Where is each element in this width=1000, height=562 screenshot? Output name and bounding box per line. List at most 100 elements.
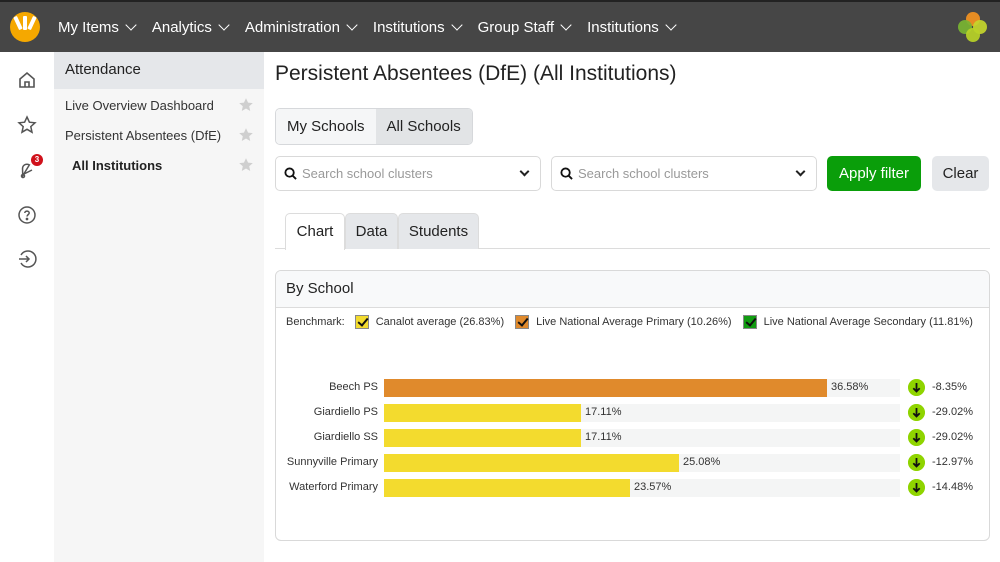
sidebar-item-label: Persistent Absentees (DfE): [65, 127, 222, 143]
help-icon[interactable]: [17, 205, 37, 225]
difference-value: -12.97%: [932, 456, 973, 468]
chart-row: Waterford Primary 23.57% -14.48%: [276, 479, 989, 497]
school-name: Giardiello SS: [313, 431, 378, 443]
sidebar-item-label: Live Overview Dashboard: [65, 97, 214, 113]
bar[interactable]: [384, 404, 581, 422]
bar[interactable]: [384, 429, 581, 447]
nav-analytics[interactable]: Analytics: [151, 18, 230, 36]
search-icon: [560, 167, 573, 180]
by-school-panel: By School Benchmark: Canalot average (26…: [275, 270, 990, 541]
chevron-down-icon[interactable]: [795, 166, 806, 177]
nav-label: Analytics: [151, 18, 212, 36]
tab-data[interactable]: Data: [345, 213, 398, 249]
logout-icon[interactable]: [17, 249, 37, 269]
page-title: Persistent Absentees (DfE) (All Institut…: [275, 62, 677, 85]
bar[interactable]: [384, 479, 630, 497]
benchmark-text: Live National Average Secondary (11.81%): [763, 316, 973, 328]
benchmark-text: Live National Average Primary (10.26%): [536, 316, 732, 328]
arrow-down-icon: [908, 479, 925, 496]
bar-value: 36.58%: [831, 381, 869, 393]
nav-label: Administration: [244, 18, 340, 36]
benchmark-legend: Benchmark: Canalot average (26.83%) Live…: [276, 308, 989, 336]
arrow-down-icon: [908, 454, 925, 471]
bar-track: 17.11%: [384, 404, 900, 422]
benchmark-text: Canalot average (26.83%): [375, 316, 505, 328]
bar-value: 17.11%: [585, 406, 622, 418]
notification-badge: 3: [31, 154, 43, 166]
difference-value: -29.02%: [932, 406, 973, 418]
sidebar-heading: Attendance: [54, 52, 264, 89]
difference-value: -14.48%: [932, 481, 973, 493]
bar-track: 36.58%: [384, 379, 900, 397]
nav-label: My Items: [58, 18, 119, 36]
chevron-down-icon[interactable]: [519, 166, 530, 177]
arrow-down-icon: [908, 429, 925, 446]
apply-filter-button[interactable]: Apply filter: [827, 156, 921, 191]
arrow-down-icon: [908, 379, 925, 396]
bar[interactable]: [384, 454, 679, 472]
arrow-down-icon: [908, 404, 925, 421]
bar-value: 23.57%: [634, 481, 672, 493]
home-icon[interactable]: [17, 70, 37, 90]
difference-value: -8.35%: [932, 381, 967, 393]
sidebar: Attendance Live Overview Dashboard Persi…: [54, 52, 264, 562]
star-icon[interactable]: [238, 97, 254, 113]
school-name: Waterford Primary: [289, 481, 378, 493]
app-logo[interactable]: [10, 12, 40, 42]
chevron-down-icon: [560, 19, 572, 31]
bar[interactable]: [384, 379, 827, 397]
nav-label: Institutions: [587, 18, 659, 36]
chart-row: Beech PS 36.58% -8.35%: [276, 379, 989, 397]
nav-label: Group Staff: [477, 18, 555, 36]
panel-title: By School: [276, 271, 989, 308]
sidebar-item-all-institutions[interactable]: All Institutions: [54, 150, 264, 180]
bar-track: 17.11%: [384, 429, 900, 447]
tab-bar: Chart Data Students: [275, 213, 990, 250]
chart-row: Sunnyville Primary 25.08% -12.97%: [276, 454, 989, 472]
star-icon[interactable]: [238, 157, 254, 173]
school-cluster-search-1[interactable]: Search school clusters: [275, 156, 541, 191]
school-cluster-search-2[interactable]: Search school clusters: [551, 156, 817, 191]
benchmark-checkbox-secondary[interactable]: [742, 315, 757, 329]
sidebar-item-persistent-absentees[interactable]: Persistent Absentees (DfE): [54, 120, 264, 150]
bar-track: 23.57%: [384, 479, 900, 497]
chevron-down-icon: [125, 19, 137, 31]
benchmark-label: Benchmark:: [286, 316, 345, 328]
nav-institutions-2[interactable]: Institutions: [587, 18, 677, 36]
sidebar-item-live-overview[interactable]: Live Overview Dashboard: [54, 90, 264, 120]
top-navigation-bar: My Items Analytics Administration Instit…: [0, 0, 1000, 52]
tab-students[interactable]: Students: [398, 213, 479, 249]
nav-my-items[interactable]: My Items: [58, 18, 137, 36]
brand-logo[interactable]: [958, 12, 988, 42]
search-placeholder: Search school clusters: [578, 166, 709, 181]
chevron-down-icon: [665, 19, 677, 31]
chart-row: Giardiello PS 17.11% -29.02%: [276, 404, 989, 422]
clear-button[interactable]: Clear: [932, 156, 989, 191]
chart-row: Giardiello SS 17.11% -29.02%: [276, 429, 989, 447]
nav-administration[interactable]: Administration: [244, 18, 358, 36]
icon-rail: 3: [0, 52, 54, 562]
all-schools-button[interactable]: All Schools: [375, 109, 472, 144]
star-icon[interactable]: [17, 115, 37, 135]
school-scope-toggle: My Schools All Schools: [275, 108, 473, 145]
my-schools-button[interactable]: My Schools: [276, 109, 376, 144]
nav-group-staff[interactable]: Group Staff: [477, 18, 572, 36]
bar-value: 17.11%: [585, 431, 622, 443]
search-placeholder: Search school clusters: [302, 166, 433, 181]
chevron-down-icon: [346, 19, 358, 31]
school-name: Sunnyville Primary: [286, 456, 378, 468]
chevron-down-icon: [450, 19, 463, 31]
sidebar-item-label: All Institutions: [72, 157, 163, 173]
bar-track: 25.08%: [384, 454, 900, 472]
main-content: Persistent Absentees (DfE) (All Institut…: [275, 52, 990, 541]
tab-chart[interactable]: Chart: [285, 213, 345, 250]
school-name: Giardiello PS: [313, 406, 378, 418]
star-icon[interactable]: [238, 127, 254, 143]
benchmark-checkbox-primary[interactable]: [515, 315, 530, 329]
benchmark-checkbox-canalot[interactable]: [354, 315, 369, 329]
nav-institutions[interactable]: Institutions: [372, 18, 463, 36]
nav-label: Institutions: [372, 18, 445, 36]
chevron-down-icon: [218, 19, 230, 31]
bell-icon[interactable]: [17, 160, 37, 180]
school-name: Beech PS: [329, 381, 378, 393]
